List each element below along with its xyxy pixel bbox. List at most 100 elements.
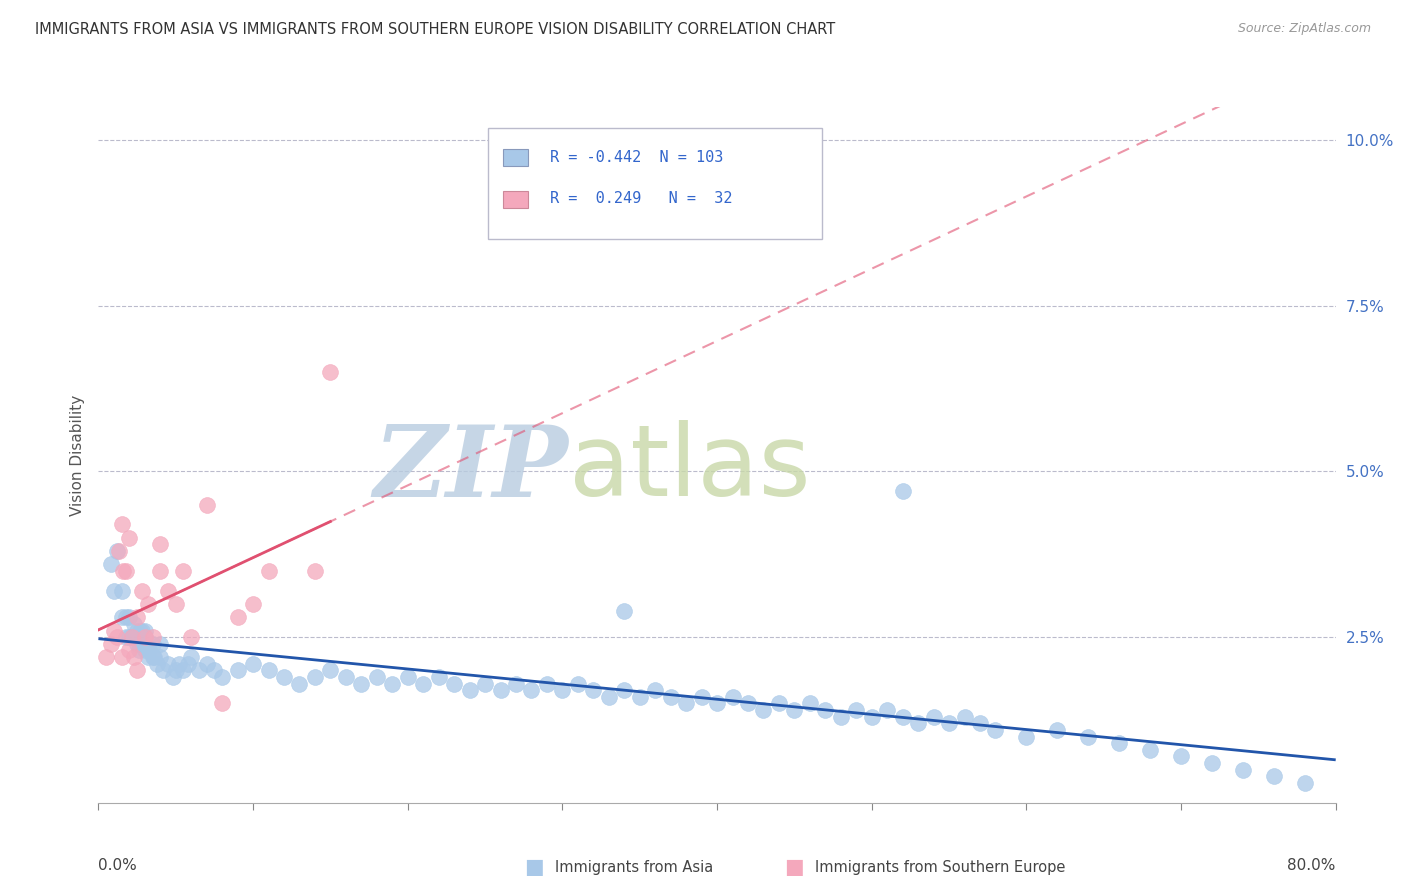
Point xyxy=(242,657,264,671)
Point xyxy=(907,716,929,731)
Point xyxy=(134,643,156,657)
Point xyxy=(157,657,180,671)
Point xyxy=(211,697,233,711)
Point xyxy=(319,663,342,677)
Point xyxy=(131,583,153,598)
Point xyxy=(412,676,434,690)
Point xyxy=(195,498,218,512)
FancyBboxPatch shape xyxy=(503,191,527,208)
Point xyxy=(131,624,153,638)
Point xyxy=(1294,776,1316,790)
Point xyxy=(598,690,620,704)
Point xyxy=(845,703,868,717)
Point xyxy=(112,564,135,578)
Text: Source: ZipAtlas.com: Source: ZipAtlas.com xyxy=(1237,22,1371,36)
Point xyxy=(567,676,589,690)
Point xyxy=(520,683,543,698)
Text: R = -0.442  N = 103: R = -0.442 N = 103 xyxy=(550,150,724,165)
Point xyxy=(242,597,264,611)
Point xyxy=(799,697,821,711)
Point xyxy=(257,564,280,578)
Point xyxy=(721,690,744,704)
Point xyxy=(350,676,373,690)
Point xyxy=(122,616,145,631)
Point xyxy=(211,670,233,684)
Point xyxy=(969,716,991,731)
Point xyxy=(675,697,697,711)
Point xyxy=(876,703,898,717)
Point xyxy=(115,610,138,624)
Point xyxy=(427,670,450,684)
Point xyxy=(115,564,138,578)
Point xyxy=(1015,730,1038,744)
Text: Immigrants from Asia: Immigrants from Asia xyxy=(555,860,714,874)
Point xyxy=(136,650,159,665)
Point xyxy=(111,650,132,665)
Point xyxy=(122,650,145,665)
Point xyxy=(149,637,172,651)
Text: R =  0.249   N =  32: R = 0.249 N = 32 xyxy=(550,192,733,206)
Point xyxy=(551,683,574,698)
Point xyxy=(489,683,512,698)
Point xyxy=(111,583,132,598)
Point xyxy=(127,637,149,651)
Point xyxy=(188,663,211,677)
Point xyxy=(1201,756,1223,770)
Point xyxy=(128,643,150,657)
Point xyxy=(134,630,156,644)
Point xyxy=(335,670,357,684)
Point xyxy=(304,564,326,578)
Text: Immigrants from Southern Europe: Immigrants from Southern Europe xyxy=(815,860,1066,874)
Y-axis label: Vision Disability: Vision Disability xyxy=(69,394,84,516)
Point xyxy=(443,676,465,690)
Point xyxy=(118,531,141,545)
Point xyxy=(582,683,605,698)
Point xyxy=(783,703,806,717)
Point xyxy=(273,670,295,684)
Point xyxy=(121,630,143,644)
FancyBboxPatch shape xyxy=(488,128,823,239)
Point xyxy=(149,564,172,578)
Text: ■: ■ xyxy=(785,857,804,877)
Point xyxy=(172,564,194,578)
Point xyxy=(1170,749,1192,764)
Point xyxy=(100,558,122,572)
Point xyxy=(103,624,125,638)
Text: atlas: atlas xyxy=(568,420,810,517)
Point xyxy=(111,517,132,532)
Point xyxy=(458,683,481,698)
Point xyxy=(304,670,326,684)
Point xyxy=(141,637,165,651)
Point xyxy=(195,657,218,671)
Point xyxy=(131,637,153,651)
Point xyxy=(690,690,713,704)
FancyBboxPatch shape xyxy=(503,149,527,166)
Point xyxy=(118,643,141,657)
Point xyxy=(1139,743,1161,757)
Point xyxy=(118,610,141,624)
Point xyxy=(129,637,152,651)
Point xyxy=(118,630,141,644)
Point xyxy=(165,597,187,611)
Point xyxy=(922,709,945,723)
Point xyxy=(1108,736,1130,750)
Point xyxy=(143,650,166,665)
Point xyxy=(167,657,190,671)
Point xyxy=(134,624,156,638)
Point xyxy=(891,484,914,499)
Point xyxy=(127,624,149,638)
Text: 0.0%: 0.0% xyxy=(98,858,138,873)
Point xyxy=(100,637,122,651)
Point xyxy=(860,709,883,723)
Point xyxy=(706,697,728,711)
Point xyxy=(105,544,128,558)
Point xyxy=(366,670,388,684)
Point xyxy=(737,697,759,711)
Point xyxy=(474,676,496,690)
Point xyxy=(1046,723,1069,737)
Point xyxy=(111,610,132,624)
Point xyxy=(177,657,200,671)
Point xyxy=(180,630,202,644)
Point xyxy=(103,583,125,598)
Point xyxy=(162,670,184,684)
